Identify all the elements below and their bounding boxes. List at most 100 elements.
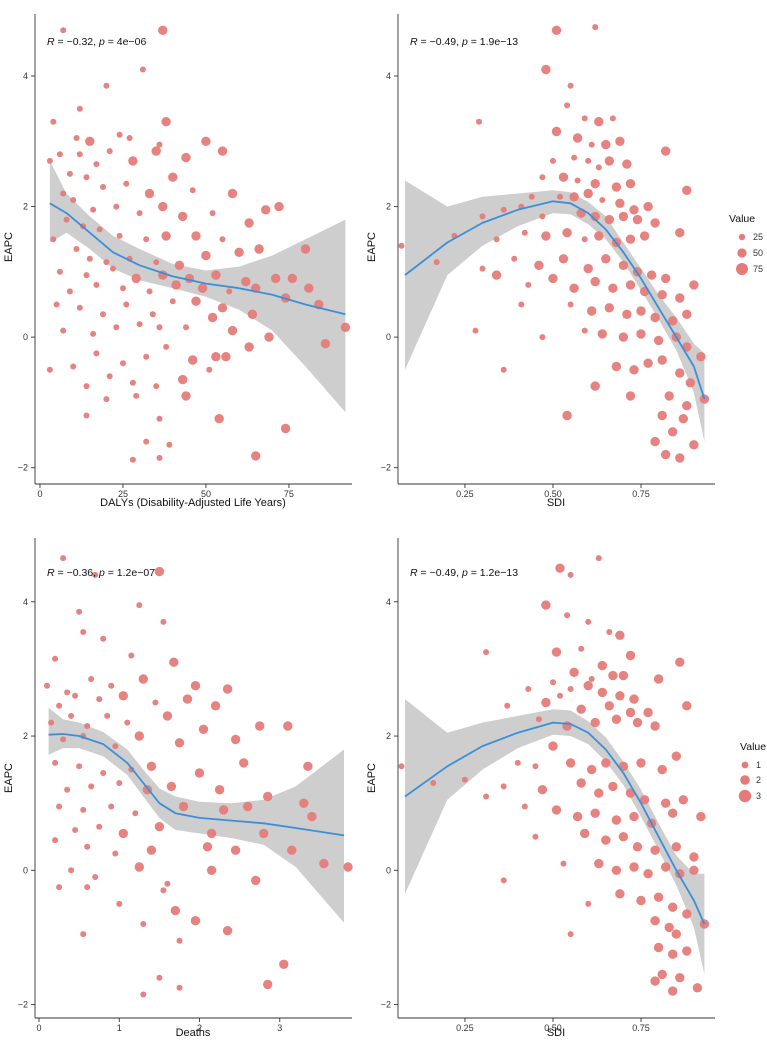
panel-sdi-bottom: 0.25 0.50 0.75 −2 0 2 4 R = −0.49, p = 1.2e−13… (366, 538, 766, 1039)
data-point (56, 884, 63, 891)
data-point (280, 423, 291, 434)
data-point (140, 991, 147, 998)
data-point (611, 361, 622, 372)
data-point (66, 170, 73, 177)
data-point (70, 197, 77, 203)
data-point (661, 862, 671, 872)
y-tick-label: 4 (23, 597, 28, 607)
data-point (93, 281, 100, 288)
data-point (692, 983, 703, 993)
data-point (188, 355, 198, 365)
data-point (244, 342, 254, 352)
data-point (116, 232, 123, 239)
data-point (206, 366, 213, 373)
data-point (222, 684, 233, 694)
y-tick-label: −2 (381, 463, 391, 473)
data-point (539, 334, 546, 341)
data-point (629, 811, 639, 822)
data-point (636, 306, 646, 316)
data-point (661, 146, 671, 156)
data-point (643, 707, 653, 718)
data-point (218, 805, 229, 815)
data-point (261, 205, 271, 215)
data-point (625, 391, 636, 401)
data-point (84, 884, 91, 891)
data-point (234, 247, 244, 257)
data-point (92, 571, 99, 578)
data-point (50, 118, 57, 125)
data-point (493, 236, 500, 243)
data-point (653, 892, 664, 902)
data-point (106, 373, 113, 380)
data-point (500, 206, 507, 213)
data-point (90, 330, 97, 337)
data-point (226, 288, 233, 295)
data-point (84, 843, 91, 850)
data-point (601, 254, 611, 264)
data-point (96, 823, 103, 830)
data-point (611, 865, 622, 875)
data-point (551, 126, 562, 137)
data-point (166, 781, 177, 792)
x-tick-label: 3 (277, 1023, 282, 1033)
data-point (615, 691, 625, 701)
data-point (76, 763, 83, 770)
data-point (653, 942, 664, 953)
data-point (675, 657, 685, 667)
data-point (479, 265, 486, 272)
y-tick-label: 4 (386, 71, 391, 81)
data-point (514, 759, 521, 766)
data-point (303, 761, 313, 771)
smooth-line (48, 733, 345, 837)
data-point (206, 865, 217, 875)
y-tick-label: 0 (23, 332, 28, 342)
x-tick-label: 25 (118, 489, 128, 499)
data-point (601, 835, 611, 845)
y-axis-title: EAPC (3, 232, 15, 262)
smooth-line (404, 200, 706, 400)
data-point (214, 414, 224, 424)
data-point (170, 905, 181, 916)
y-axis-title: EAPC (366, 232, 378, 262)
data-point (479, 213, 486, 220)
data-point (650, 218, 660, 228)
data-point (581, 327, 588, 334)
data-point (557, 692, 563, 699)
legend-key-large (736, 263, 748, 275)
data-point (595, 164, 602, 171)
data-point (551, 25, 562, 35)
data-point (581, 236, 588, 243)
data-point (671, 929, 681, 939)
data-point (239, 758, 249, 768)
data-point (340, 322, 351, 332)
data-point (578, 645, 585, 652)
y-tick-label: 2 (386, 202, 391, 212)
data-point (629, 862, 639, 872)
data-point (124, 719, 131, 726)
data-point (169, 298, 176, 305)
data-point (104, 712, 111, 719)
data-point (594, 858, 604, 869)
data-point (247, 309, 258, 319)
data-point (632, 214, 643, 225)
data-point (611, 815, 622, 825)
data-point (181, 152, 191, 163)
data-point (112, 850, 119, 857)
data-point (560, 860, 567, 867)
data-point (251, 875, 261, 886)
data-point (675, 453, 685, 463)
data-point (143, 353, 150, 360)
data-point (279, 959, 289, 969)
data-point (255, 721, 265, 731)
data-point (608, 283, 618, 293)
data-point (136, 210, 143, 217)
data-point (83, 272, 90, 279)
data-point (611, 714, 622, 724)
y-tick-label: 0 (386, 865, 391, 875)
data-point (207, 312, 218, 323)
data-point (189, 187, 196, 194)
data-point (528, 193, 535, 200)
data-point (594, 788, 604, 798)
data-point (604, 701, 614, 711)
data-point (161, 231, 171, 241)
